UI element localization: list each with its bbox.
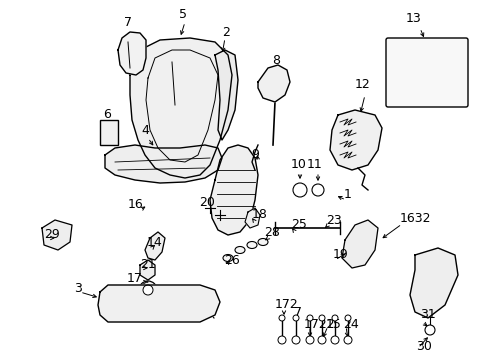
Circle shape [142, 285, 153, 295]
Text: 19: 19 [332, 248, 348, 261]
Text: 24: 24 [342, 319, 358, 332]
Polygon shape [215, 50, 238, 140]
Text: 7: 7 [124, 15, 132, 28]
Text: 16: 16 [128, 198, 143, 211]
Text: 1722: 1722 [304, 319, 335, 332]
Text: 21: 21 [140, 258, 156, 271]
Polygon shape [42, 220, 72, 250]
Text: 20: 20 [199, 195, 215, 208]
Text: 6: 6 [103, 108, 111, 122]
Polygon shape [105, 145, 222, 183]
Circle shape [317, 336, 325, 344]
Text: 1632: 1632 [399, 211, 430, 225]
Circle shape [305, 336, 313, 344]
Text: 2: 2 [222, 26, 229, 39]
Polygon shape [209, 145, 258, 235]
Text: 28: 28 [264, 225, 279, 238]
Circle shape [331, 315, 337, 321]
Text: 25: 25 [290, 219, 306, 231]
Polygon shape [341, 220, 377, 268]
Text: 30: 30 [415, 341, 431, 354]
Text: 172: 172 [274, 298, 298, 311]
Circle shape [343, 336, 351, 344]
Text: 5: 5 [179, 9, 186, 22]
Circle shape [139, 281, 157, 299]
Circle shape [424, 325, 434, 335]
Text: 18: 18 [251, 208, 267, 221]
Bar [100, 120, 118, 145]
Text: 8: 8 [271, 54, 280, 67]
Circle shape [306, 315, 312, 321]
Text: 13: 13 [406, 12, 421, 24]
Text: 14: 14 [147, 237, 163, 249]
Text: 31: 31 [419, 309, 435, 321]
Ellipse shape [223, 255, 232, 261]
FancyBboxPatch shape [385, 38, 467, 107]
Polygon shape [118, 32, 146, 75]
Text: 3: 3 [74, 282, 81, 294]
Circle shape [330, 336, 338, 344]
Text: 7: 7 [293, 306, 302, 320]
Polygon shape [140, 260, 155, 280]
Circle shape [318, 315, 325, 321]
Circle shape [311, 184, 324, 196]
Text: 17: 17 [127, 271, 142, 284]
Circle shape [291, 336, 299, 344]
Polygon shape [244, 208, 260, 228]
Ellipse shape [246, 242, 257, 248]
Text: 29: 29 [44, 229, 60, 242]
Circle shape [292, 315, 298, 321]
Polygon shape [98, 285, 220, 322]
Text: 12: 12 [354, 78, 370, 91]
Text: 4: 4 [141, 123, 149, 136]
Text: 23: 23 [325, 213, 341, 226]
Circle shape [345, 315, 350, 321]
Text: 10: 10 [290, 158, 306, 171]
Polygon shape [329, 110, 381, 170]
Polygon shape [130, 38, 231, 178]
Text: 11: 11 [306, 158, 322, 171]
Ellipse shape [235, 247, 244, 253]
Text: 9: 9 [250, 148, 259, 162]
Circle shape [279, 315, 285, 321]
Circle shape [292, 183, 306, 197]
Polygon shape [258, 65, 289, 102]
Polygon shape [409, 248, 457, 318]
Circle shape [278, 336, 285, 344]
Polygon shape [145, 232, 164, 260]
Text: 1: 1 [343, 189, 351, 202]
Ellipse shape [258, 238, 267, 246]
Text: 15: 15 [325, 319, 341, 332]
Text: 26: 26 [224, 253, 239, 266]
